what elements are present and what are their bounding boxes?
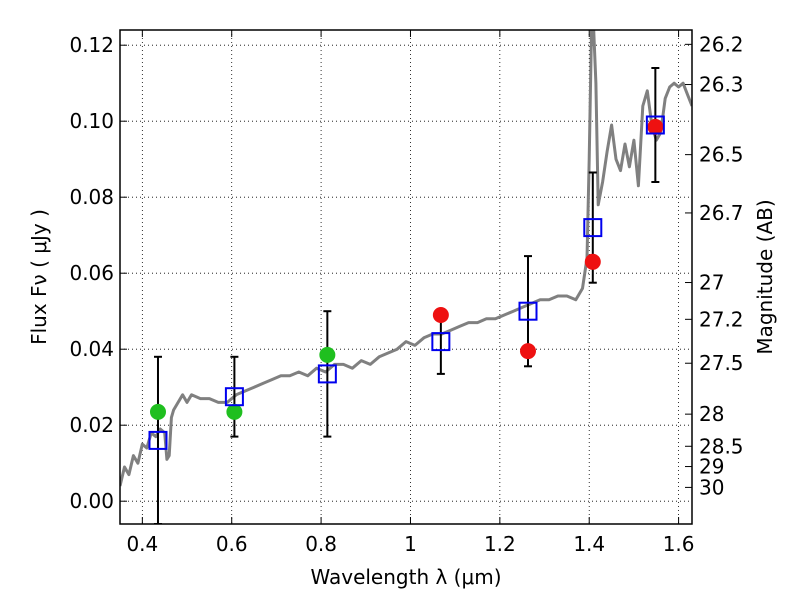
marker-layer bbox=[148, 115, 665, 450]
magnitude-tick-label: 27 bbox=[699, 271, 724, 295]
magnitude-tick-label: 29 bbox=[699, 455, 724, 479]
x-tick-label: 0.4 bbox=[126, 532, 158, 556]
y-tick-label: 0.04 bbox=[69, 337, 114, 361]
magnitude-tick-label: 30 bbox=[699, 475, 724, 499]
y-tick-label: 0.10 bbox=[69, 109, 114, 133]
y-tick-label: 0.00 bbox=[69, 489, 114, 513]
y-axis-label: Flux Fν ( μJy ) bbox=[27, 209, 51, 345]
red-point bbox=[647, 118, 664, 135]
x-tick-label: 1.2 bbox=[484, 532, 516, 556]
x-tick-label: 0.6 bbox=[216, 532, 248, 556]
y-tick-label: 0.06 bbox=[69, 261, 114, 285]
x-tick-label: 0.8 bbox=[305, 532, 337, 556]
magnitude-tick-label: 26.5 bbox=[699, 143, 744, 167]
x-tick-label: 1 bbox=[404, 532, 417, 556]
green-point bbox=[226, 403, 243, 420]
green-point bbox=[149, 403, 166, 420]
x-tick-label: 1.4 bbox=[573, 532, 605, 556]
x-tick-label: 1.6 bbox=[663, 532, 695, 556]
magnitude-tick-label: 26.2 bbox=[699, 32, 744, 56]
model-square-point bbox=[583, 218, 603, 238]
red-point bbox=[432, 307, 449, 323]
model-square-point bbox=[148, 430, 168, 450]
x-axis-label: Wavelength λ (μm) bbox=[310, 565, 501, 589]
y-tick-label: 0.02 bbox=[69, 413, 114, 437]
model-square-point bbox=[431, 332, 451, 352]
grid-layer bbox=[120, 30, 692, 524]
errorbar-layer bbox=[153, 67, 660, 524]
model-square-point bbox=[645, 115, 665, 135]
magnitude-tick-label: 27.5 bbox=[699, 351, 744, 375]
plot-frame bbox=[119, 29, 693, 525]
model-square-point bbox=[317, 364, 337, 384]
magnitude-tick-label: 28 bbox=[699, 402, 724, 426]
magnitude-tick-label: 28.5 bbox=[699, 434, 744, 458]
magnitude-axis-label: Magnitude (AB) bbox=[753, 199, 777, 354]
spectrum-line bbox=[120, 30, 692, 487]
red-point bbox=[584, 253, 601, 270]
model-square-point bbox=[224, 387, 244, 407]
magnitude-tick-label: 26.7 bbox=[699, 201, 744, 225]
y-tick-label: 0.12 bbox=[69, 33, 114, 57]
model-square-point bbox=[518, 301, 538, 321]
green-point bbox=[319, 346, 336, 363]
magnitude-tick-label: 26.3 bbox=[699, 73, 744, 97]
tick-layer: 0.4 0.6 0.8 1 1.2 1.4 1.6 0.00 0.02 0.04 0.06 0.08 0… bbox=[69, 30, 744, 556]
y-tick-label: 0.08 bbox=[69, 185, 114, 209]
red-point bbox=[519, 343, 536, 360]
spectrum-layer bbox=[120, 30, 692, 487]
magnitude-tick-label: 27.2 bbox=[699, 307, 744, 331]
